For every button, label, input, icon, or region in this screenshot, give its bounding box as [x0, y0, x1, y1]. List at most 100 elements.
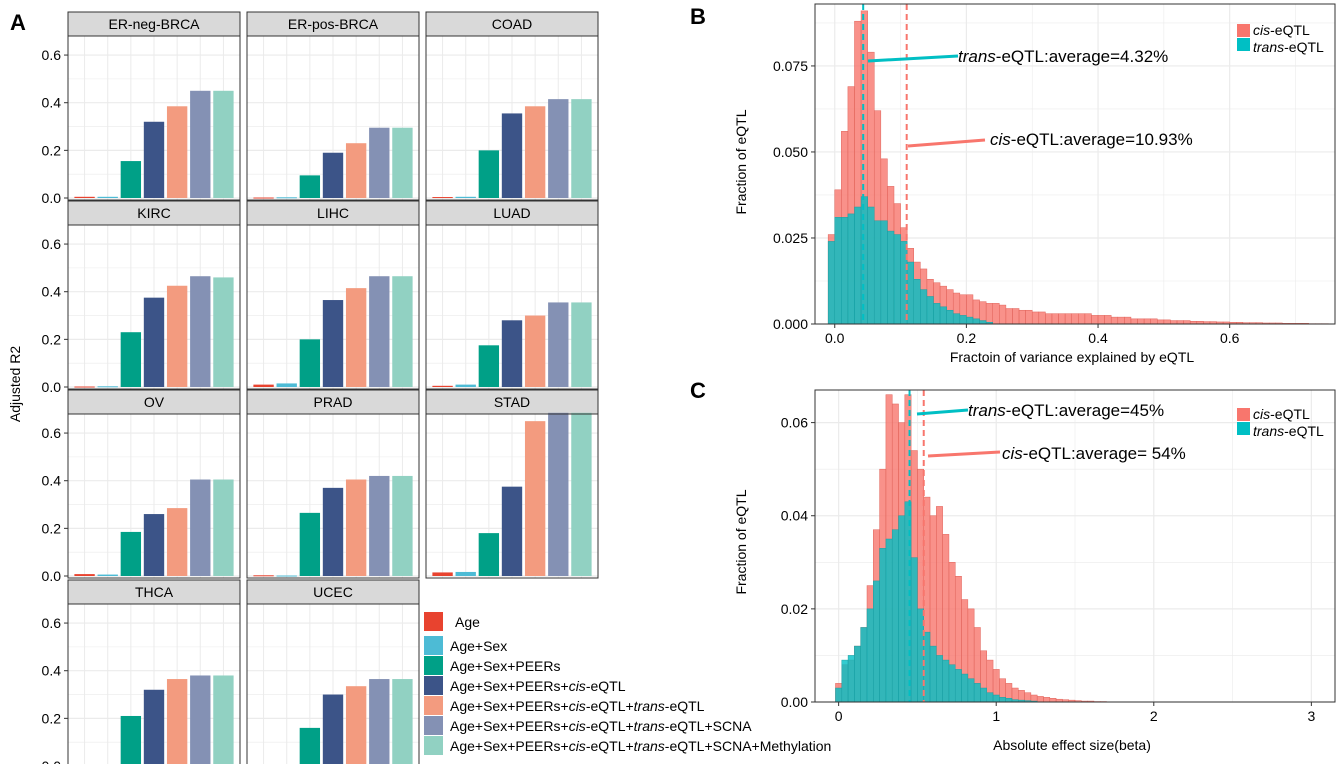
hist-bar — [913, 279, 921, 325]
bar — [253, 575, 274, 577]
hist-bar — [854, 645, 861, 703]
hist-bar — [979, 320, 987, 325]
y-tick-label: 0.6 — [42, 236, 62, 252]
y-tick-label: 0.4 — [42, 663, 62, 679]
hist-bar — [1005, 698, 1013, 703]
bar — [322, 300, 344, 387]
facet-stad: STAD — [425, 389, 599, 579]
b-cis-annotation: cis-eQTL:average=10.93% — [990, 130, 1193, 149]
bar — [299, 512, 321, 576]
y-tick-label: 0.2 — [42, 331, 62, 347]
bar — [345, 479, 367, 576]
bar — [501, 486, 523, 576]
hist-bar — [920, 289, 928, 325]
hist-bar — [841, 659, 849, 703]
hist-bar — [891, 529, 899, 703]
hist-bar — [954, 669, 962, 703]
panel-label-a: A — [10, 10, 26, 35]
hist-bar — [999, 697, 1006, 703]
x-tick-label: 3 — [1307, 708, 1315, 724]
bar — [97, 386, 118, 388]
hist-bar — [973, 683, 981, 703]
y-tick-label: 0.6 — [42, 425, 62, 441]
hist-bar — [1036, 696, 1044, 703]
legend-c-cis-label: cis-eQTL — [1253, 406, 1310, 422]
facet-border — [246, 224, 420, 390]
facet-er-pos-brca: ER-pos-BRCA — [246, 11, 420, 201]
bar — [369, 276, 390, 387]
hist-bar — [948, 664, 956, 703]
bar — [299, 175, 321, 198]
bar — [190, 479, 211, 576]
y-tick-label: 0.04 — [781, 508, 808, 524]
hist-bar — [887, 230, 895, 325]
hist-bar — [1170, 320, 1178, 325]
bar — [455, 571, 476, 576]
bar — [392, 475, 413, 576]
facet-title: OV — [144, 394, 165, 410]
facet-border — [67, 413, 241, 579]
bar — [143, 121, 165, 198]
hist-bar — [992, 303, 1000, 325]
legend-label-scna: Age+Sex+PEERs+cis-eQTL+trans-eQTL+SCNA — [450, 718, 752, 734]
facet-title: KIRC — [137, 205, 170, 221]
bar — [276, 575, 297, 577]
hist-bar — [1078, 313, 1086, 325]
y-tick-label: 0.4 — [42, 95, 62, 111]
panel-b-histogram: 0.0 0.2 0.4 0.6 0.000 0.025 0.050 0.075 — [773, 3, 1336, 346]
facet-strip — [425, 200, 599, 226]
bar — [166, 679, 188, 764]
hist-bar — [967, 678, 975, 703]
hist-bar — [985, 303, 993, 325]
hist-bar — [1150, 318, 1158, 325]
facet-lihc: LIHC — [246, 200, 420, 390]
hist-bar — [1143, 318, 1151, 325]
bar — [501, 113, 523, 198]
bar — [432, 572, 453, 576]
facet-strip — [425, 11, 599, 37]
hist-bar — [1058, 313, 1066, 325]
hist-bar — [893, 234, 901, 325]
hist-bar — [1084, 313, 1092, 325]
y-tick-label: 0.050 — [773, 144, 808, 160]
facet-title: UCEC — [313, 584, 353, 600]
legend-swatch-age-sex — [424, 636, 443, 655]
bar — [166, 106, 188, 198]
hist-bar — [847, 655, 855, 703]
hist-bar — [867, 206, 875, 325]
facet-title: THCA — [135, 584, 174, 600]
facet-ov: OV 0.0 0.2 0.4 0.6 — [42, 389, 241, 584]
hist-bar — [929, 645, 937, 703]
legend-label-cis: Age+Sex+PEERs+cis-eQTL — [450, 678, 626, 694]
bar — [120, 715, 142, 764]
panel-a-ylabel: Adjusted R2 — [7, 346, 23, 422]
legend-b-trans-swatch — [1237, 38, 1250, 51]
bar — [166, 508, 188, 576]
hist-bar — [1018, 309, 1026, 325]
bar — [571, 302, 592, 387]
c-cis-pointer — [927, 450, 1001, 458]
bar — [369, 679, 390, 764]
hist-bar — [1025, 309, 1033, 325]
legend-swatch-age — [424, 612, 443, 631]
hist-bar — [1038, 311, 1046, 325]
hist-bar — [999, 304, 1007, 325]
bar — [524, 421, 546, 576]
facet-border — [425, 35, 599, 201]
hist-bar — [1091, 315, 1099, 325]
bar — [213, 479, 234, 576]
hist-bar — [866, 608, 874, 703]
c-cis-annotation: cis-eQTL:average= 54% — [1002, 444, 1186, 463]
facet-strip — [67, 11, 241, 37]
facet-strip — [67, 579, 241, 605]
hist-bar — [873, 580, 880, 703]
hist-bar — [1045, 313, 1053, 325]
y-tick-label: 0.0 — [42, 568, 62, 584]
hist-bar — [880, 220, 888, 325]
facet-strip — [67, 200, 241, 226]
bar — [392, 127, 413, 198]
bar — [501, 320, 523, 387]
bar — [120, 332, 142, 387]
y-tick-label: 0.4 — [42, 473, 62, 489]
plot-border — [814, 389, 1336, 703]
